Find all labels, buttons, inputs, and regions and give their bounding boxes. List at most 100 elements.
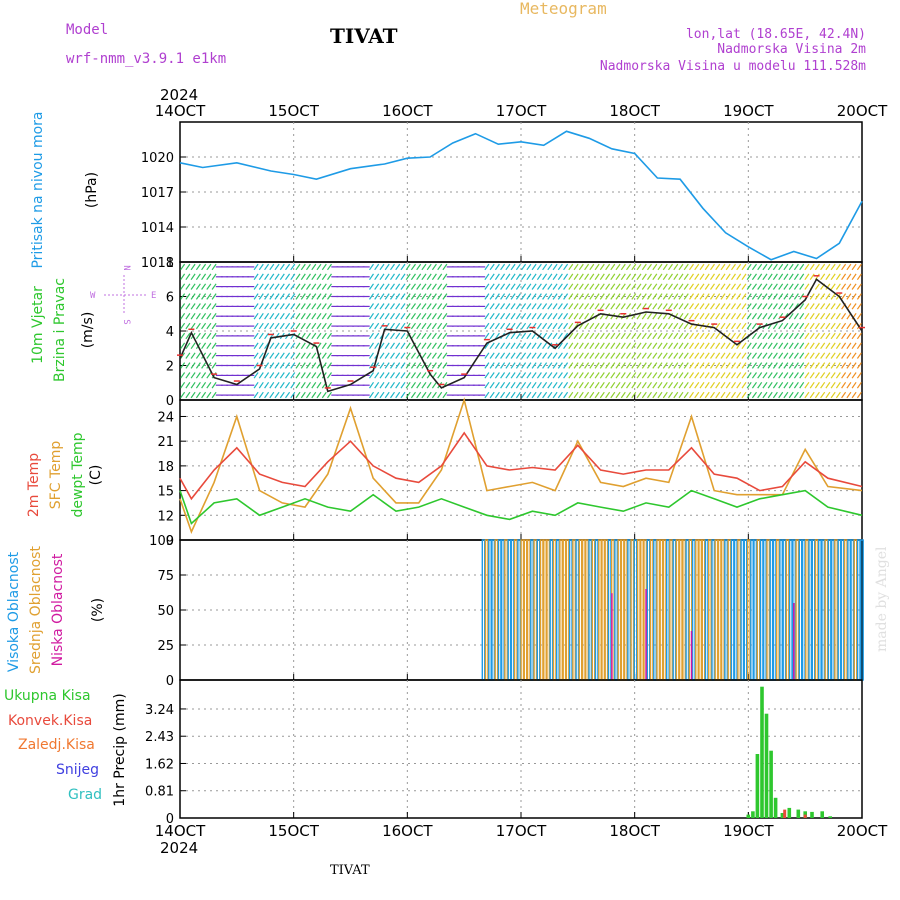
- wind-barb: [573, 283, 579, 290]
- wind-barb: [783, 381, 789, 389]
- wind-barb: [321, 332, 327, 340]
- wind-barb: [557, 322, 563, 330]
- wind-barb: [431, 273, 437, 281]
- wind-barb: [746, 372, 752, 379]
- wind-barb: [531, 303, 537, 310]
- wind-barb: [269, 303, 275, 310]
- wind-barb: [531, 372, 537, 379]
- wind-barb: [311, 303, 317, 310]
- wind-barb: [589, 342, 595, 350]
- mid-cloud-bar: [559, 539, 564, 681]
- wind-barb: [311, 322, 317, 330]
- wind-barb: [442, 372, 448, 379]
- wind-barb: [804, 362, 810, 369]
- wind-barb: [657, 303, 663, 310]
- wind-barb: [405, 362, 411, 369]
- wind-barb: [615, 263, 621, 271]
- wind-barb: [190, 322, 196, 330]
- wind-barb: [405, 381, 411, 389]
- wind-barb: [809, 293, 815, 300]
- high-cloud-bar: [818, 539, 822, 681]
- high-cloud-bar: [517, 539, 522, 681]
- wind-barb: [369, 263, 374, 271]
- wind-barb: [804, 391, 810, 399]
- wind-barb: [206, 273, 212, 281]
- wind-barb: [788, 362, 794, 369]
- wind-barb: [835, 391, 841, 399]
- wind-barb: [384, 391, 390, 399]
- wind-barb: [662, 342, 668, 350]
- wind-barb: [736, 293, 742, 300]
- wind-barb: [788, 381, 794, 389]
- wind-barb: [416, 372, 422, 379]
- wind-barb: [731, 372, 736, 379]
- mid-cloud-bar: [591, 539, 596, 681]
- wind-barb: [620, 352, 626, 359]
- wind-barb: [731, 381, 736, 389]
- wind-barb: [374, 263, 380, 271]
- wind-barb: [757, 342, 763, 350]
- wind-barb: [652, 352, 658, 359]
- wind-barb: [542, 263, 548, 271]
- wind-barb: [788, 322, 794, 330]
- wind-barb: [405, 312, 411, 320]
- wind-barb: [442, 322, 448, 330]
- wind-barb: [400, 322, 406, 330]
- wind-barb: [505, 391, 511, 399]
- wind-barb: [825, 372, 831, 379]
- wind-barb: [494, 362, 500, 369]
- wind-barb: [841, 391, 847, 399]
- wind-barb: [185, 362, 191, 369]
- y-tick-label: 1.62: [145, 757, 174, 772]
- wind-barb: [856, 303, 862, 310]
- wind-barb: [636, 273, 642, 281]
- wind-barb: [647, 273, 652, 281]
- wind-barb: [494, 312, 500, 320]
- wind-barb: [683, 332, 689, 340]
- wind-barb: [851, 391, 857, 399]
- wind-barb: [374, 391, 380, 399]
- wind-barb: [379, 283, 385, 290]
- wind-barb: [578, 273, 584, 281]
- wind-barb: [390, 332, 395, 340]
- wind-barb: [594, 263, 600, 271]
- wind-barb: [746, 273, 752, 281]
- wind-barb: [657, 372, 663, 379]
- wind-barb: [689, 381, 694, 389]
- wind-barb: [652, 391, 658, 399]
- wind-barb: [206, 263, 212, 271]
- wind-barb: [605, 293, 611, 300]
- wind-barb: [416, 391, 422, 399]
- high-cloud-bar: [811, 539, 816, 681]
- wind-barb: [489, 293, 495, 300]
- wind-barb: [699, 372, 705, 379]
- wind-barb: [285, 303, 291, 310]
- wind-barb: [258, 312, 264, 320]
- wind-barb: [835, 332, 841, 340]
- wind-barb: [201, 332, 207, 340]
- wind-barb: [662, 362, 668, 369]
- wind-barb: [258, 273, 264, 281]
- wind-barb: [636, 303, 642, 310]
- wind-barb: [741, 312, 747, 320]
- wind-barb: [384, 381, 390, 389]
- wind-barb: [521, 322, 527, 330]
- wind-barb: [636, 342, 642, 350]
- wind-barb: [610, 381, 616, 389]
- wind-barb: [720, 381, 726, 389]
- wind-barb: [379, 372, 385, 379]
- wind-barb: [542, 293, 548, 300]
- wind-barb: [306, 263, 311, 271]
- wind-barb: [689, 352, 694, 359]
- wind-barb: [547, 391, 553, 399]
- wind-barb: [589, 381, 595, 389]
- wind-barb: [820, 381, 826, 389]
- wind-barb: [704, 342, 710, 350]
- wind-barb: [783, 372, 789, 379]
- wind-barb: [327, 273, 332, 281]
- precip-ylabel: 1hr Precip (mm): [112, 693, 128, 806]
- wind-barb: [494, 322, 500, 330]
- y-tick-label: 50: [157, 604, 174, 619]
- wind-barb: [699, 283, 705, 290]
- precip-total-bar: [760, 686, 764, 818]
